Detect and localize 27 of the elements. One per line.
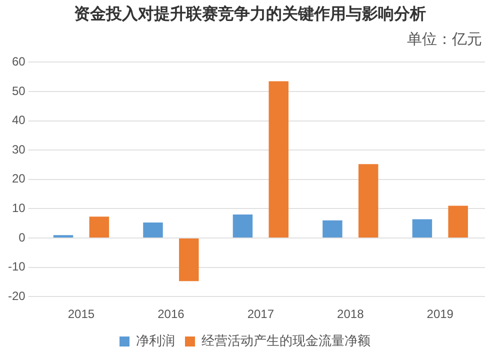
y-tick-label: 0 [18,230,26,244]
text: 单位：亿元 [407,30,482,49]
bar [143,222,163,238]
legend-label: 经营活动产生的现金流量净额 [202,333,370,348]
bar [179,238,199,282]
bar [358,164,378,238]
bar [448,206,468,238]
bar [412,219,432,238]
y-tick-label: 20 [12,172,26,186]
y-tick-label: 60 [12,54,26,69]
y-tick-label: -10 [8,260,26,274]
y-tick-label: 10 [12,201,26,216]
y-tick-label: 40 [12,113,26,128]
chart-title: 资金投入对提升联赛竞争力的关键作用与影响分析 [73,4,427,25]
bar [232,214,253,238]
bar [322,220,342,238]
x-tick-label: 2017 [247,307,274,322]
y-tick-label: 50 [12,84,26,98]
y-tick-label: -20 [8,288,26,303]
x-tick-label: 2016 [158,307,185,322]
bar [268,81,288,238]
y-tick-label: 30 [12,142,26,156]
x-tick-label: 2015 [68,307,95,322]
x-tick-label: 2018 [337,307,364,322]
x-tick-label: 2019 [426,307,454,322]
legend-label: 净利润 [136,333,175,348]
bar [89,216,110,238]
